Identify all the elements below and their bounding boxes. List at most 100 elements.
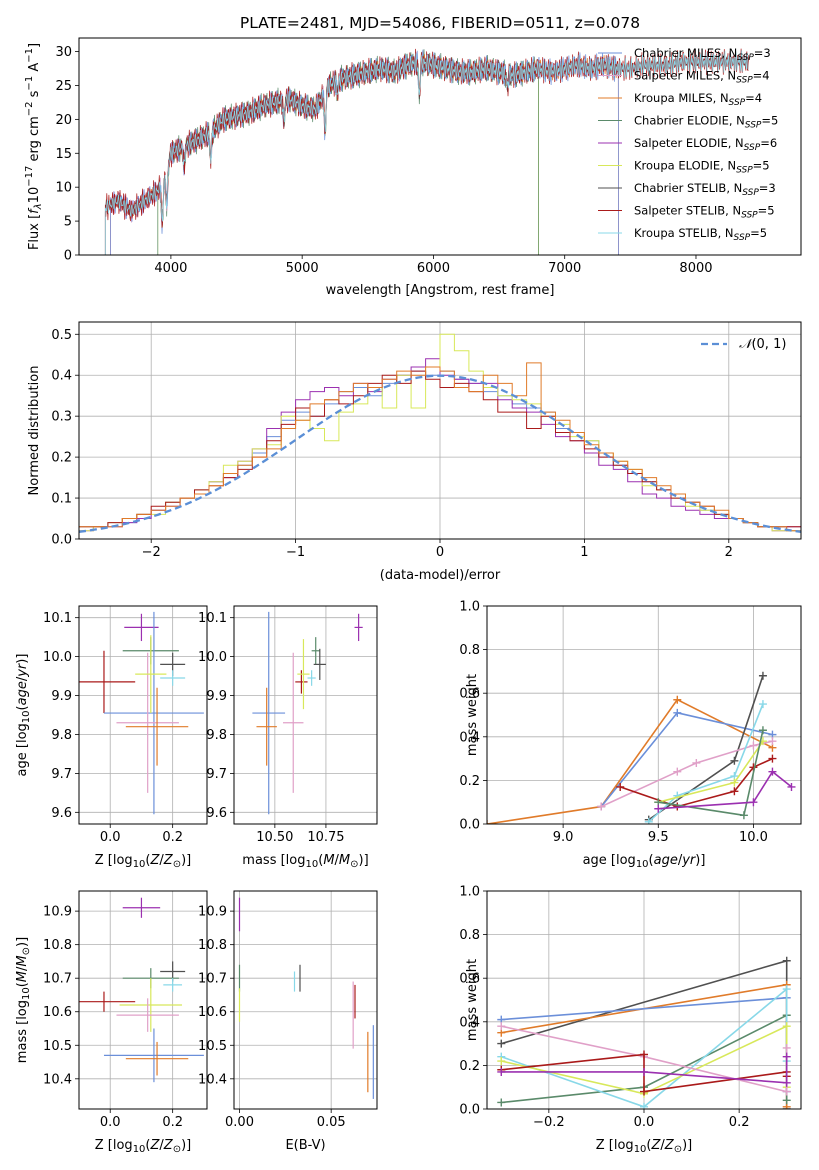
- weight-marker-salpeter-miles: [497, 1022, 506, 1031]
- plot-area: [104, 48, 749, 255]
- x-tick-label: 10.50: [256, 830, 293, 845]
- plot-area: [79, 333, 801, 533]
- weight-line-kroupa-miles: [487, 698, 773, 824]
- legend-label: Kroupa STELIB, NSSP=5: [634, 226, 767, 243]
- weight-marker-salpeter-elodie: [787, 782, 796, 791]
- normal-curve: [79, 374, 801, 533]
- x-axis-label: age [log10(age/yr)]: [583, 853, 706, 870]
- x-tick-label: 0.0: [100, 1115, 121, 1130]
- plot-area: [79, 611, 204, 815]
- y-tick-label: 9.7: [206, 767, 227, 782]
- x-tick-label: 10.75: [307, 830, 344, 845]
- weight-line-salpeter-elodie: [658, 770, 792, 810]
- y-tick-label: 0.2: [459, 1059, 480, 1074]
- plot-area: [487, 671, 796, 824]
- y-tick-label: 10.0: [43, 650, 72, 665]
- weight-marker-chabrier-stelib: [782, 956, 791, 965]
- plot-area: [252, 611, 363, 815]
- y-tick-label: 25: [55, 79, 72, 94]
- y-tick-label: 1.0: [459, 600, 480, 615]
- y-axis-label: mass weight: [465, 674, 480, 756]
- weight-vs-age-panel: 9.0 9.5 10.0 0.0 0.2 0.4 0.6 0.8 1.0 age [log10(a…: [459, 600, 802, 870]
- y-tick-label: 0.8: [459, 928, 480, 943]
- y-tick-label: 10: [55, 181, 72, 196]
- weight-marker-salpeter-miles: [597, 802, 606, 811]
- weight-marker-kroupa-elodie: [497, 1057, 506, 1066]
- x-tick-label: −1: [286, 545, 305, 560]
- x-tick-label: 9.5: [648, 830, 669, 845]
- legend-label: Salpeter MILES, NSSP=4: [634, 69, 770, 86]
- y-tick-label: 0.4: [51, 369, 72, 384]
- x-tick-label: 7000: [548, 261, 581, 276]
- y-tick-label: 0.6: [459, 972, 480, 987]
- y-tick-label: 9.8: [51, 728, 72, 743]
- weight-marker-chabrier-stelib: [730, 756, 739, 765]
- weight-marker-salpeter-elodie: [497, 1067, 506, 1076]
- axes-frame: [486, 605, 802, 825]
- weight-marker-chabrier-miles: [673, 708, 682, 717]
- x-axis-label: mass [log10(M/M⊙)]: [242, 853, 368, 870]
- weight-marker-salpeter-elodie: [654, 804, 663, 813]
- y-tick-label: 0.4: [459, 730, 480, 745]
- plot-area: [79, 897, 204, 1083]
- y-tick-label: 10.0: [198, 650, 227, 665]
- weight-marker-chabrier-stelib: [497, 1039, 506, 1048]
- y-tick-label: 10.9: [43, 905, 72, 920]
- plot-area: [497, 956, 791, 1109]
- spectrum-line-kroupa-miles: [110, 54, 619, 255]
- weight-marker-salpeter-stelib: [640, 1087, 648, 1096]
- y-tick-label: 9.6: [51, 806, 72, 821]
- x-axis-label: Z [log10(Z/Z⊙)]: [596, 1138, 693, 1155]
- y-axis-label: age [log10(age/yr)]: [15, 654, 32, 777]
- y-tick-label: 9.6: [206, 806, 227, 821]
- x-tick-label: 1: [580, 545, 588, 560]
- x-axis-label: E(B-V): [285, 1138, 325, 1153]
- weight-marker-salpeter-miles: [749, 741, 758, 750]
- weight-marker-kroupa-stelib: [640, 1102, 648, 1109]
- y-tick-label: 0.3: [51, 410, 72, 425]
- x-tick-label: 0.05: [317, 1115, 346, 1130]
- weight-marker-kroupa-stelib: [673, 791, 682, 800]
- x-tick-label: 0: [436, 545, 444, 560]
- y-tick-label: 0.5: [51, 328, 72, 343]
- x-tick-label: −2: [142, 545, 161, 560]
- y-tick-label: 10.6: [43, 1005, 72, 1020]
- y-tick-label: 5: [64, 215, 72, 230]
- legend-label: Kroupa MILES, NSSP=4: [634, 91, 762, 108]
- axes-frame: [233, 890, 378, 1110]
- x-tick-label: 0.2: [729, 1115, 750, 1130]
- weight-marker-kroupa-miles: [673, 695, 682, 704]
- y-tick-label: 15: [55, 147, 72, 162]
- legend-label: Chabrier ELODIE, NSSP=5: [634, 114, 778, 131]
- y-tick-label: 9.8: [206, 728, 227, 743]
- weight-marker-kroupa-stelib: [758, 700, 767, 709]
- weight-marker-kroupa-stelib: [782, 985, 791, 994]
- x-tick-label: 0.2: [162, 1115, 183, 1130]
- weight-marker-salpeter-stelib: [768, 754, 777, 763]
- y-tick-label: 0.2: [51, 451, 72, 466]
- x-axis-label: (data-model)/error: [380, 568, 501, 583]
- weight-marker-salpeter-stelib: [640, 1050, 648, 1059]
- weight-marker-chabrier-elodie: [758, 726, 767, 735]
- residuals-panel: −2 −1 0 1 2 0.0 0.1 0.2 0.3 0.4 0.5 (data-model)/er…: [27, 321, 802, 583]
- weight-marker-kroupa-elodie: [730, 778, 739, 787]
- y-tick-label: 0.2: [459, 774, 480, 789]
- weight-marker-salpeter-miles: [782, 1043, 791, 1052]
- mass-vs-ebv-panel: 0.00 0.05 10.4 10.5 10.6 10.7 10.8 10.9 E(B-V): [198, 890, 378, 1153]
- spectrum-panel: 4000 5000 6000 7000 8000 0 5 10 15 20 25 30 waveleng…: [24, 37, 802, 298]
- weight-marker-salpeter-elodie: [640, 1067, 648, 1076]
- weight-marker-salpeter-elodie: [782, 1052, 791, 1061]
- spectrum-line-chabrier-elodie: [157, 49, 539, 255]
- legend-label: Salpeter STELIB, NSSP=5: [634, 204, 775, 221]
- weight-marker-salpeter-miles: [692, 758, 701, 767]
- y-tick-label: 0: [64, 249, 72, 264]
- x-tick-label: 8000: [679, 261, 712, 276]
- legend-label: Salpeter ELODIE, NSSP=6: [634, 136, 777, 153]
- y-tick-label: 0.6: [459, 687, 480, 702]
- y-tick-label: 10.8: [198, 938, 227, 953]
- y-axis-label: Flux [fλ10−17 erg cm−2 s−1 A−1]: [24, 43, 44, 250]
- y-tick-label: 10.7: [198, 972, 227, 987]
- x-tick-label: 9.0: [553, 830, 574, 845]
- y-tick-label: 10.4: [43, 1072, 72, 1087]
- y-tick-label: 0.0: [459, 818, 480, 833]
